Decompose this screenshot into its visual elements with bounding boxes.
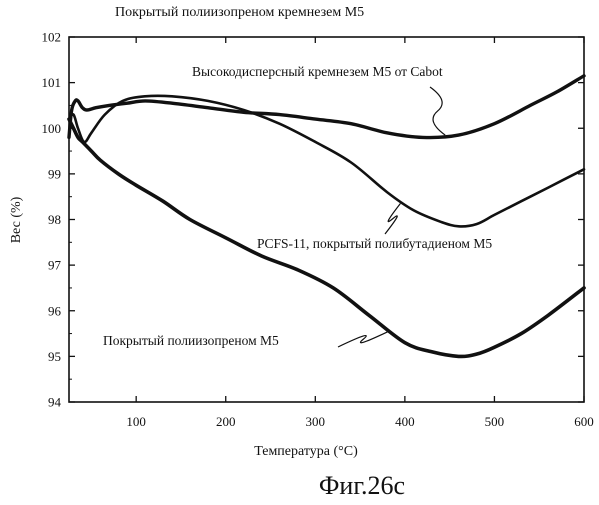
axes: 94 95 96 97 98 99 100 101 102 100 200 300 400 500 600	[42, 30, 594, 430]
x-tick-label: 100	[126, 414, 146, 429]
x-tick-label: 200	[216, 414, 236, 429]
x-tick-label: 400	[395, 414, 415, 429]
chart-title: Покрытый полиизопреном кремнезем М5	[115, 5, 364, 20]
y-tick-label: 98	[48, 212, 61, 227]
series-line-1	[69, 76, 584, 138]
annotation-leader	[338, 331, 389, 347]
annotation-leader	[385, 204, 400, 235]
y-tick-label: 101	[42, 75, 62, 90]
series-lines	[69, 76, 584, 357]
series-line-2	[69, 96, 584, 227]
y-tick-label: 99	[48, 166, 61, 181]
y-tick-label: 102	[42, 30, 62, 45]
y-tick-label: 97	[48, 258, 62, 273]
x-axis-title: Температура (°С)	[254, 444, 358, 459]
annotation-label: Высокодисперсный кремнезем М5 от Cabot	[192, 64, 443, 79]
y-tick-label: 96	[48, 303, 62, 318]
annotation-label: Покрытый полиизопреном М5	[103, 333, 279, 348]
y-tick-label: 100	[42, 121, 62, 136]
y-tick-label: 94	[48, 395, 62, 410]
annotation-label: PCFS-11, покрытый полибутадиеном М5	[257, 236, 492, 251]
y-axis-title: Вес (%)	[9, 196, 24, 243]
annotation-leader	[430, 87, 445, 135]
annotations: Высокодисперсный кремнезем М5 от Cabot PC…	[103, 64, 492, 348]
x-tick-label: 300	[306, 414, 326, 429]
figure-caption: Фиг.26с	[319, 471, 405, 500]
y-tick-label: 95	[48, 349, 61, 364]
x-tick-label: 500	[485, 414, 505, 429]
x-tick-label: 600	[574, 414, 594, 429]
